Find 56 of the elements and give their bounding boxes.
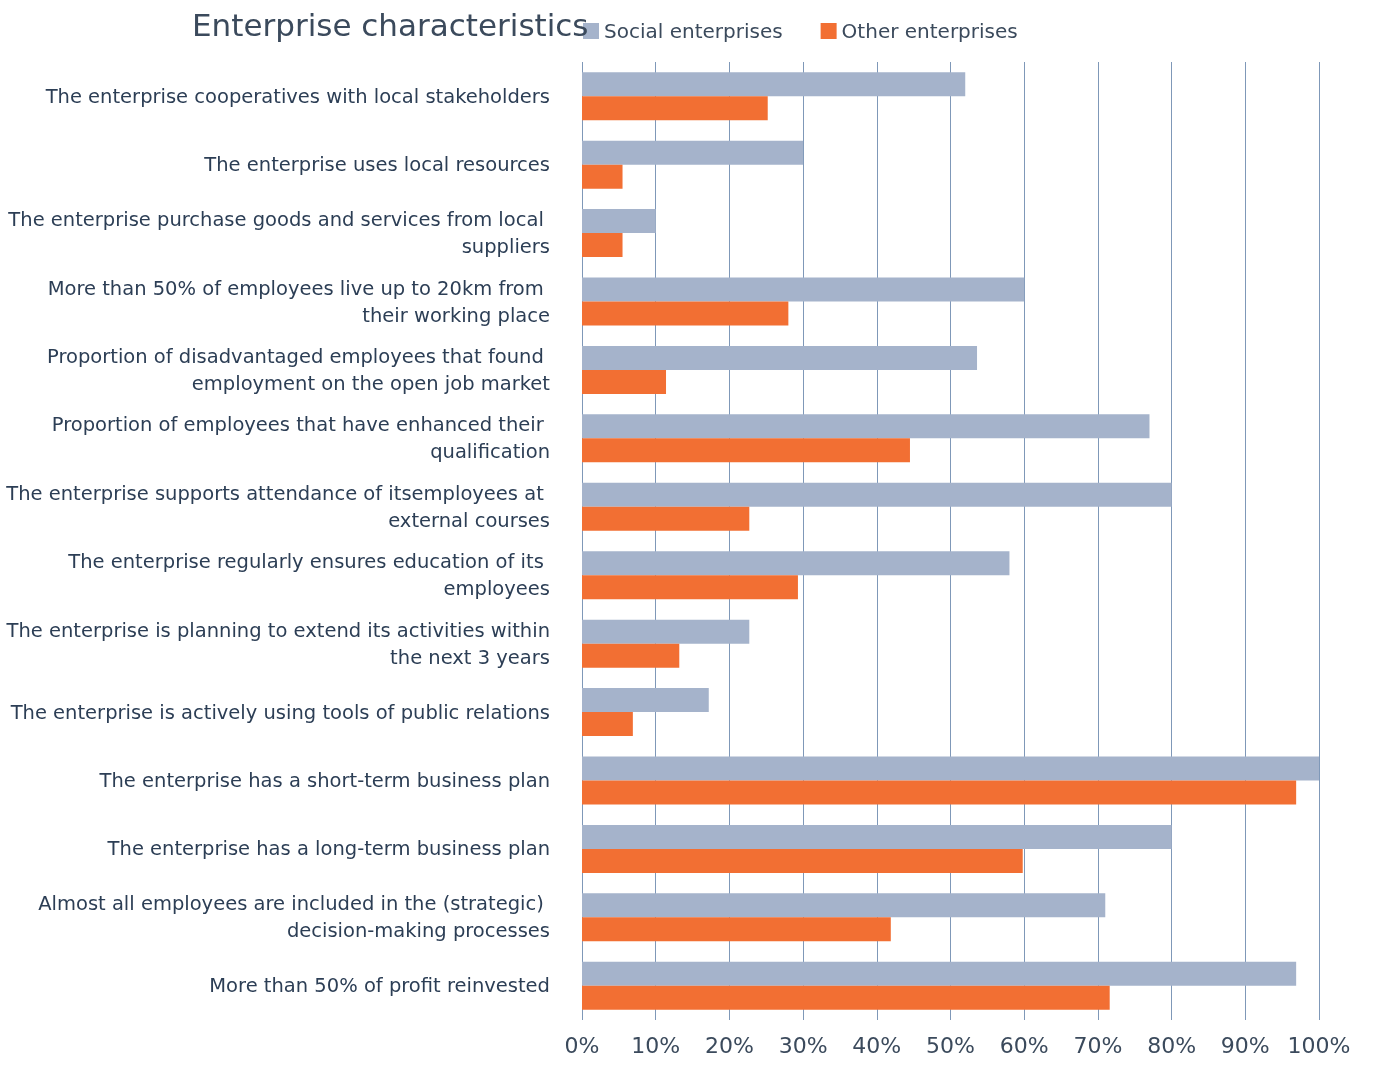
legend-label: Other enterprises bbox=[841, 19, 1018, 43]
x-tick-label: 40% bbox=[852, 1032, 902, 1058]
bar bbox=[582, 209, 656, 234]
bar bbox=[582, 551, 1010, 576]
bar bbox=[582, 780, 1297, 805]
x-tick-label: 60% bbox=[999, 1032, 1049, 1058]
y-tick-label: The enterprise regularly ensures education of its employees bbox=[67, 550, 550, 601]
x-tick-label: 100% bbox=[1287, 1032, 1351, 1058]
y-tick-label: Almost all employees are included in the (strategic) decision-making processes bbox=[38, 892, 550, 943]
x-tick-label: 50% bbox=[926, 1032, 975, 1058]
bar bbox=[582, 848, 1023, 873]
x-tick-label: 20% bbox=[704, 1032, 754, 1058]
bar bbox=[582, 575, 798, 600]
bar bbox=[582, 712, 633, 737]
x-tick-label: 0% bbox=[564, 1032, 600, 1058]
bar bbox=[582, 345, 978, 370]
y-tick-label: More than 50% of employees live up to 20km from their working place bbox=[47, 276, 550, 327]
y-tick-label: The enterprise purchase goods and services from local suppliers bbox=[7, 208, 550, 259]
bar bbox=[582, 506, 750, 531]
y-tick-label: The enterprise uses local resources bbox=[203, 153, 550, 177]
x-tick-label: 70% bbox=[1073, 1032, 1123, 1058]
bar bbox=[582, 414, 1150, 439]
bar bbox=[582, 619, 750, 644]
bar bbox=[582, 688, 709, 713]
legend-label: Social enterprises bbox=[604, 19, 783, 43]
y-tick-label: The enterprise has a long-term business plan bbox=[106, 837, 550, 861]
x-tick-label: 10% bbox=[631, 1032, 681, 1058]
bar bbox=[582, 233, 623, 258]
bar bbox=[582, 164, 623, 189]
bar bbox=[582, 482, 1172, 507]
bar bbox=[582, 438, 910, 463]
bar bbox=[582, 643, 680, 668]
bar bbox=[582, 277, 1025, 302]
y-tick-label: The enterprise cooperatives with local stakeholders bbox=[44, 84, 550, 108]
bar bbox=[582, 369, 667, 394]
bar bbox=[582, 72, 966, 97]
bar bbox=[582, 301, 789, 326]
y-tick-label: Proportion of employees that have enhanced their qualification bbox=[51, 413, 550, 464]
bar bbox=[582, 985, 1110, 1010]
y-tick-label: Proportion of disadvantaged employees that found employment on the open job market bbox=[47, 344, 551, 395]
bar bbox=[582, 140, 804, 165]
x-tick-label: 80% bbox=[1147, 1032, 1197, 1058]
bar bbox=[582, 96, 768, 121]
y-tick-label: The enterprise has a short-term business plan bbox=[98, 769, 550, 792]
chart-title: Enterprise characteristics bbox=[192, 6, 589, 43]
x-tick-label: 90% bbox=[1220, 1032, 1270, 1058]
y-tick-label: The enterprise is planning to extend its activities within the next 3 years bbox=[5, 618, 550, 669]
bar bbox=[582, 824, 1172, 849]
bar bbox=[582, 756, 1319, 781]
y-tick-label: More than 50% of profit reinvested bbox=[209, 974, 550, 998]
bar bbox=[582, 917, 891, 942]
y-tick-label: The enterprise supports attendance of itsemployees at external courses bbox=[5, 481, 550, 532]
x-tick-label: 30% bbox=[778, 1032, 828, 1058]
bar bbox=[582, 961, 1297, 986]
bar bbox=[582, 893, 1106, 918]
y-tick-label: The enterprise is actively using tools of public relations bbox=[9, 700, 550, 724]
